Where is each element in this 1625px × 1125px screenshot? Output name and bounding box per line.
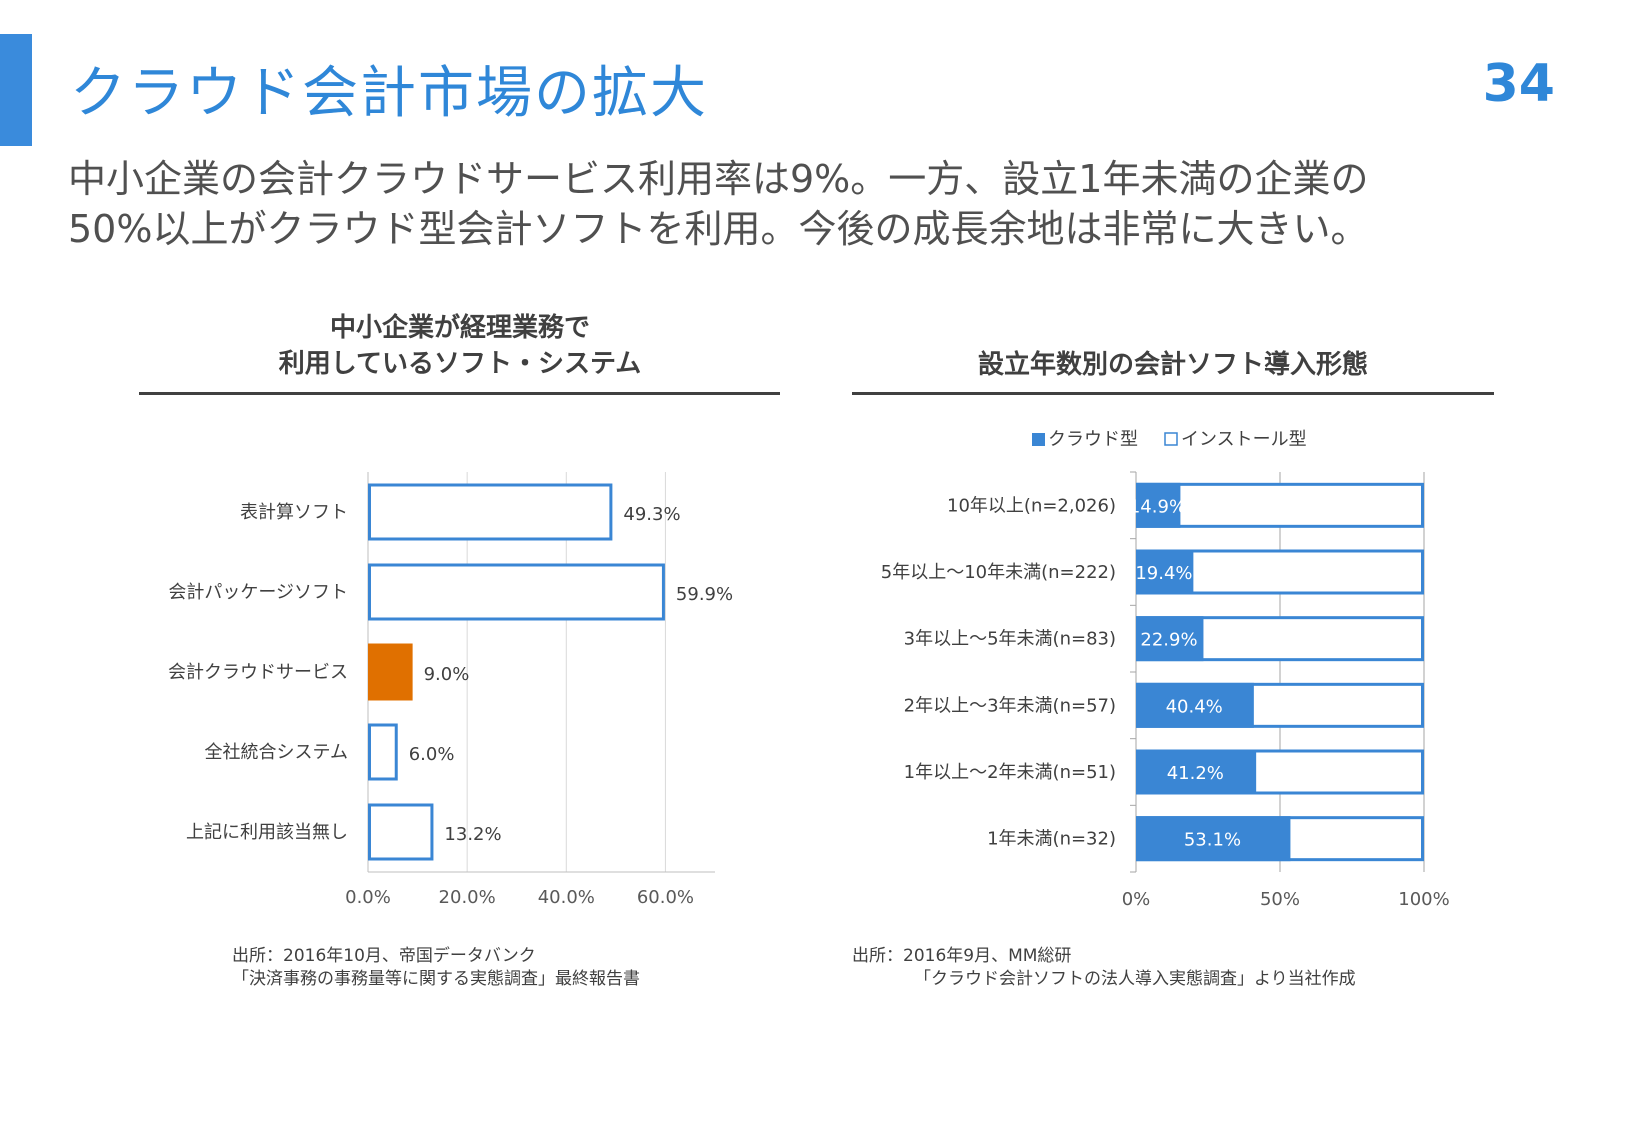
left-chart-title-line-2: 利用しているソフト・システム (278, 349, 642, 379)
bar (368, 483, 613, 541)
page-title: クラウド会計市場の拡大 (70, 61, 708, 126)
legend-swatch-cloud (1032, 433, 1045, 446)
value-label: 49.3% (623, 504, 680, 525)
category-label: 会計パッケージソフト (168, 582, 348, 603)
right-source: 出所：2016年9月、MM総研 「クラウド会計ソフトの法人導入実態調査」より当社… (852, 945, 1356, 991)
value-label: 59.9% (676, 584, 733, 605)
value-label: 13.2% (444, 824, 501, 845)
x-tick-label: 50% (1260, 889, 1300, 910)
right-source-line-2: 「クラウド会計ソフトの法人導入実態調査」より当社作成 (914, 969, 1356, 989)
legend-label-cloud: クラウド型 (1048, 429, 1138, 450)
bar (368, 803, 434, 861)
value-label: 22.9% (1140, 630, 1197, 651)
category-label: 1年以上～2年未満(n=51) (904, 762, 1116, 783)
bar (368, 723, 398, 781)
category-label: 3年以上～5年未満(n=83) (904, 629, 1116, 650)
value-label: 53.1% (1184, 830, 1241, 851)
x-tick-label: 0.0% (345, 887, 391, 908)
x-tick-label: 40.0% (538, 887, 595, 908)
value-label: 19.4% (1135, 563, 1192, 584)
legend-swatch-install (1164, 432, 1178, 446)
left-chart-rule (139, 392, 780, 395)
category-label: 2年以上～3年未満(n=57) (904, 695, 1116, 716)
lead-line-1: 中小企業の会計クラウドサービス利用率は9%。一方、設立1年未満の企業の (68, 157, 1369, 201)
category-label: 会計クラウドサービス (168, 662, 348, 683)
lead-text: 中小企業の会計クラウドサービス利用率は9%。一方、設立1年未満の企業の 50%以… (68, 154, 1568, 254)
category-label: 5年以上～10年未満(n=222) (881, 562, 1116, 583)
bar-cloud (1136, 482, 1181, 528)
right-chart-rule (852, 392, 1494, 395)
left-source-line-1: 出所：2016年10月、帝国データバンク (232, 946, 536, 966)
left-chart-title: 中小企業が経理業務で 利用しているソフト・システム (140, 310, 780, 382)
right-source-line-1: 出所：2016年9月、MM総研 (852, 946, 1072, 966)
category-label: 10年以上(n=2,026) (947, 495, 1116, 516)
bar-install (1136, 482, 1424, 528)
value-label: 14.9% (1129, 496, 1186, 517)
bar-cloud (1136, 549, 1194, 595)
bar-cloud (1136, 749, 1257, 795)
accent-bar (0, 34, 32, 146)
right-chart-title: 設立年数別の会計ソフト導入形態 (977, 350, 1368, 380)
category-label: 1年未満(n=32) (987, 829, 1116, 850)
x-tick-label: 20.0% (439, 887, 496, 908)
bar-cloud (1136, 616, 1204, 662)
x-tick-label: 0% (1122, 889, 1151, 910)
value-label: 41.2% (1167, 763, 1224, 784)
x-tick-label: 60.0% (637, 887, 694, 908)
value-label: 6.0% (409, 744, 455, 765)
bar-cloud (1136, 682, 1254, 728)
value-label: 40.4% (1166, 696, 1223, 717)
bar (368, 563, 665, 621)
category-label: 表計算ソフト (240, 502, 348, 523)
lead-line-2: 50%以上がクラウド型会計ソフトを利用。今後の成長余地は非常に大きい。 (68, 207, 1369, 251)
x-tick-label: 100% (1398, 889, 1449, 910)
value-label: 9.0% (424, 664, 470, 685)
left-chart-title-line-1: 中小企業が経理業務で (329, 313, 590, 343)
bar-cloud (1136, 816, 1291, 862)
bar (368, 643, 413, 701)
page-number: 34 (1482, 54, 1555, 114)
legend-label-install: インストール型 (1181, 429, 1307, 450)
left-source: 出所：2016年10月、帝国データバンク 「決済事務の事務量等に関する実態調査」… (232, 945, 640, 991)
category-label: 上記に利用該当無し (186, 822, 348, 843)
category-label: 全社統合システム (205, 742, 348, 763)
left-source-line-2: 「決済事務の事務量等に関する実態調査」最終報告書 (232, 969, 640, 989)
